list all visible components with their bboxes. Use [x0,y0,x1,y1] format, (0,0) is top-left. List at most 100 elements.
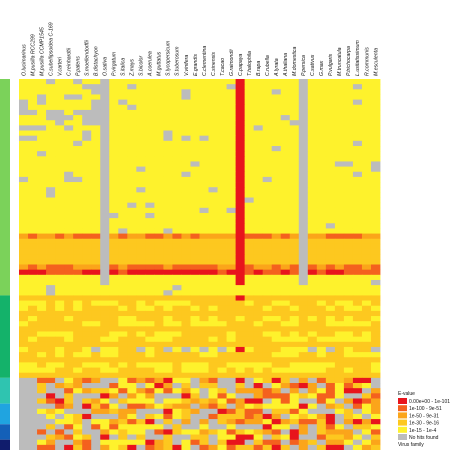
heatmap-cell [46,249,56,255]
heatmap-cell [55,166,65,173]
heatmap-cell [208,156,218,162]
heatmap-cell [127,130,137,137]
heatmap-cell [208,279,218,286]
heatmap-cell [289,331,300,338]
heatmap-cell [361,182,372,188]
heatmap-cell [325,408,336,415]
heatmap-cell [235,357,246,363]
heatmap-cell [100,94,110,101]
heatmap-cell [307,429,318,435]
heatmap-cell [307,269,318,276]
heatmap-cell [226,84,237,90]
heatmap-cell [154,109,164,116]
heatmap-cell [226,439,237,446]
heatmap-cell [289,171,300,178]
heatmap-cell [19,393,29,399]
heatmap-cell [46,279,56,286]
heatmap-cell [172,285,182,291]
heatmap-cell [118,341,128,348]
heatmap-cell [46,228,56,234]
heatmap-cell [172,161,182,167]
heatmap-cell [82,109,92,116]
heatmap-cell [217,135,227,142]
heatmap-cell [244,115,255,121]
heatmap-cell [361,166,372,173]
heatmap-cell [208,89,218,95]
heatmap-cell [343,408,354,415]
heatmap-cell [172,398,182,405]
heatmap-cell [136,197,146,204]
heatmap-cell [244,367,255,374]
heatmap-cell [145,218,155,224]
heatmap-cell [37,156,47,162]
heatmap-cell [109,279,119,286]
heatmap-cell [307,79,318,85]
heatmap-cell [163,321,173,327]
heatmap-cell [172,321,182,327]
heatmap-cell [109,300,119,307]
heatmap-cell [100,176,110,183]
heatmap-cell [235,377,246,384]
heatmap-cell [172,388,182,394]
heatmap-cell [352,135,363,142]
heatmap-cell [289,99,300,106]
heatmap-cell [46,207,56,214]
heatmap-cell [55,202,65,209]
heatmap-cell [325,187,336,193]
heatmap-cell [109,228,119,234]
heatmap-cell [190,413,200,420]
heatmap-cell [19,326,29,332]
heatmap-cell [253,218,264,224]
heatmap-cell [145,130,155,137]
heatmap-cell [55,130,65,137]
heatmap-cell [244,202,255,209]
heatmap-cell [91,357,101,363]
heatmap-cell [226,269,237,276]
heatmap-cell [91,233,101,240]
heatmap-cell [262,377,273,384]
column-label: S.tuberosum [175,46,181,76]
heatmap-cell [118,419,128,425]
heatmap-cell [118,269,128,276]
heatmap-cell [343,285,354,291]
heatmap-cell [334,429,345,435]
heatmap-cell [145,346,155,353]
heatmap-cell [19,212,29,219]
heatmap-cell [253,89,264,95]
heatmap-cell [343,439,354,446]
heatmap-cell [64,120,74,126]
heatmap-cell [118,249,128,255]
heatmap-cell [325,419,336,425]
heatmap-cell [208,166,218,173]
heatmap-cell [208,212,218,219]
heatmap-cell [325,238,336,245]
heatmap-cell [19,125,29,131]
heatmap-cell [325,243,336,250]
heatmap-cell [271,393,282,399]
heatmap-cell [163,295,173,301]
heatmap-cell [370,207,381,214]
heatmap-cell [298,130,309,137]
heatmap-cell [199,310,209,317]
heatmap-cell [55,326,65,332]
heatmap-cell [370,295,381,301]
heatmap-cell [226,352,237,358]
heatmap-cell [109,331,119,338]
heatmap-cell [298,145,309,152]
heatmap-cell [262,84,273,90]
heatmap-cell [235,434,246,441]
heatmap-cell [172,367,182,374]
heatmap-cell [100,223,110,229]
heatmap-cell [244,84,255,90]
heatmap-cell [280,207,291,214]
heatmap-cell [325,109,336,116]
heatmap-cell [316,300,327,307]
heatmap-cell [73,393,83,399]
heatmap-cell [28,249,38,255]
heatmap-cell [307,316,318,322]
heatmap-cell [163,120,173,126]
heatmap-cell [334,156,345,162]
heatmap-cell [334,372,345,379]
heatmap-cell [73,84,83,90]
heatmap-cell [316,166,327,173]
